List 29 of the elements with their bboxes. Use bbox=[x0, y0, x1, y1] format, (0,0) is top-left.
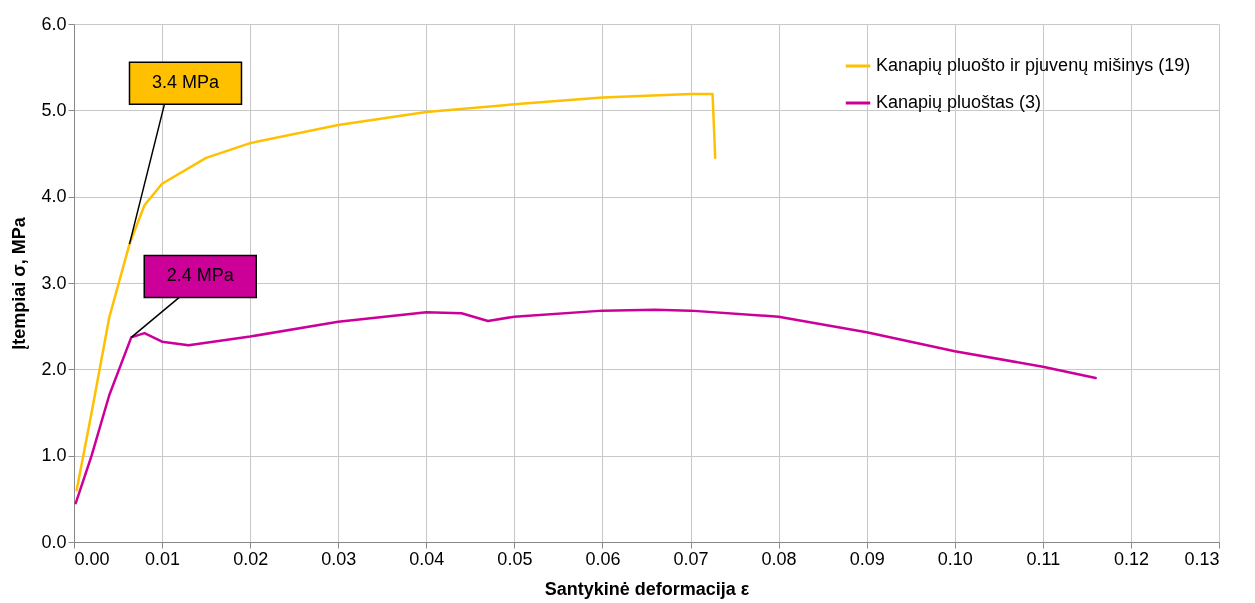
x-tick-label: 0.09 bbox=[849, 548, 885, 569]
x-tick-label: 0.13 bbox=[1184, 548, 1220, 569]
x-tick-label: 0.10 bbox=[937, 548, 973, 569]
x-tick-label: 0.06 bbox=[585, 548, 621, 569]
y-tick-label: 2.0 bbox=[41, 358, 67, 379]
y-tick-label: 0.0 bbox=[41, 531, 67, 552]
x-tick-label: 0.12 bbox=[1113, 548, 1149, 569]
x-tick-label: 0.00 bbox=[74, 548, 110, 569]
legend-label: Kanapių pluoštas (3) bbox=[876, 92, 1042, 112]
x-tick-label: 0.03 bbox=[321, 548, 357, 569]
x-axis-title: Santykinė deformacija ε bbox=[544, 578, 750, 599]
y-tick-label: 4.0 bbox=[41, 186, 67, 207]
x-tick-label: 0.08 bbox=[761, 548, 797, 569]
annotation: 3.4 MPa bbox=[151, 72, 220, 93]
line-series bbox=[74, 308, 1097, 505]
legend-label: Kanapių pluošto ir pjuvenų mišinys (19) bbox=[876, 55, 1191, 75]
annotation: 2.4 MPa bbox=[166, 265, 235, 286]
y-tick-label: 6.0 bbox=[41, 13, 67, 34]
y-tick-label: 3.0 bbox=[41, 272, 67, 293]
x-tick-label: 0.01 bbox=[145, 548, 181, 569]
x-tick-label: 0.05 bbox=[497, 548, 533, 569]
x-tick-label: 0.02 bbox=[233, 548, 269, 569]
y-axis-title: Įtempiai σ, MPa bbox=[9, 216, 30, 350]
line-series bbox=[75, 92, 717, 492]
y-tick-label: 1.0 bbox=[41, 445, 67, 466]
x-tick-label: 0.11 bbox=[1026, 548, 1061, 569]
x-tick-label: 0.04 bbox=[409, 548, 445, 569]
y-tick-label: 5.0 bbox=[41, 99, 67, 120]
x-tick-label: 0.07 bbox=[673, 548, 709, 569]
